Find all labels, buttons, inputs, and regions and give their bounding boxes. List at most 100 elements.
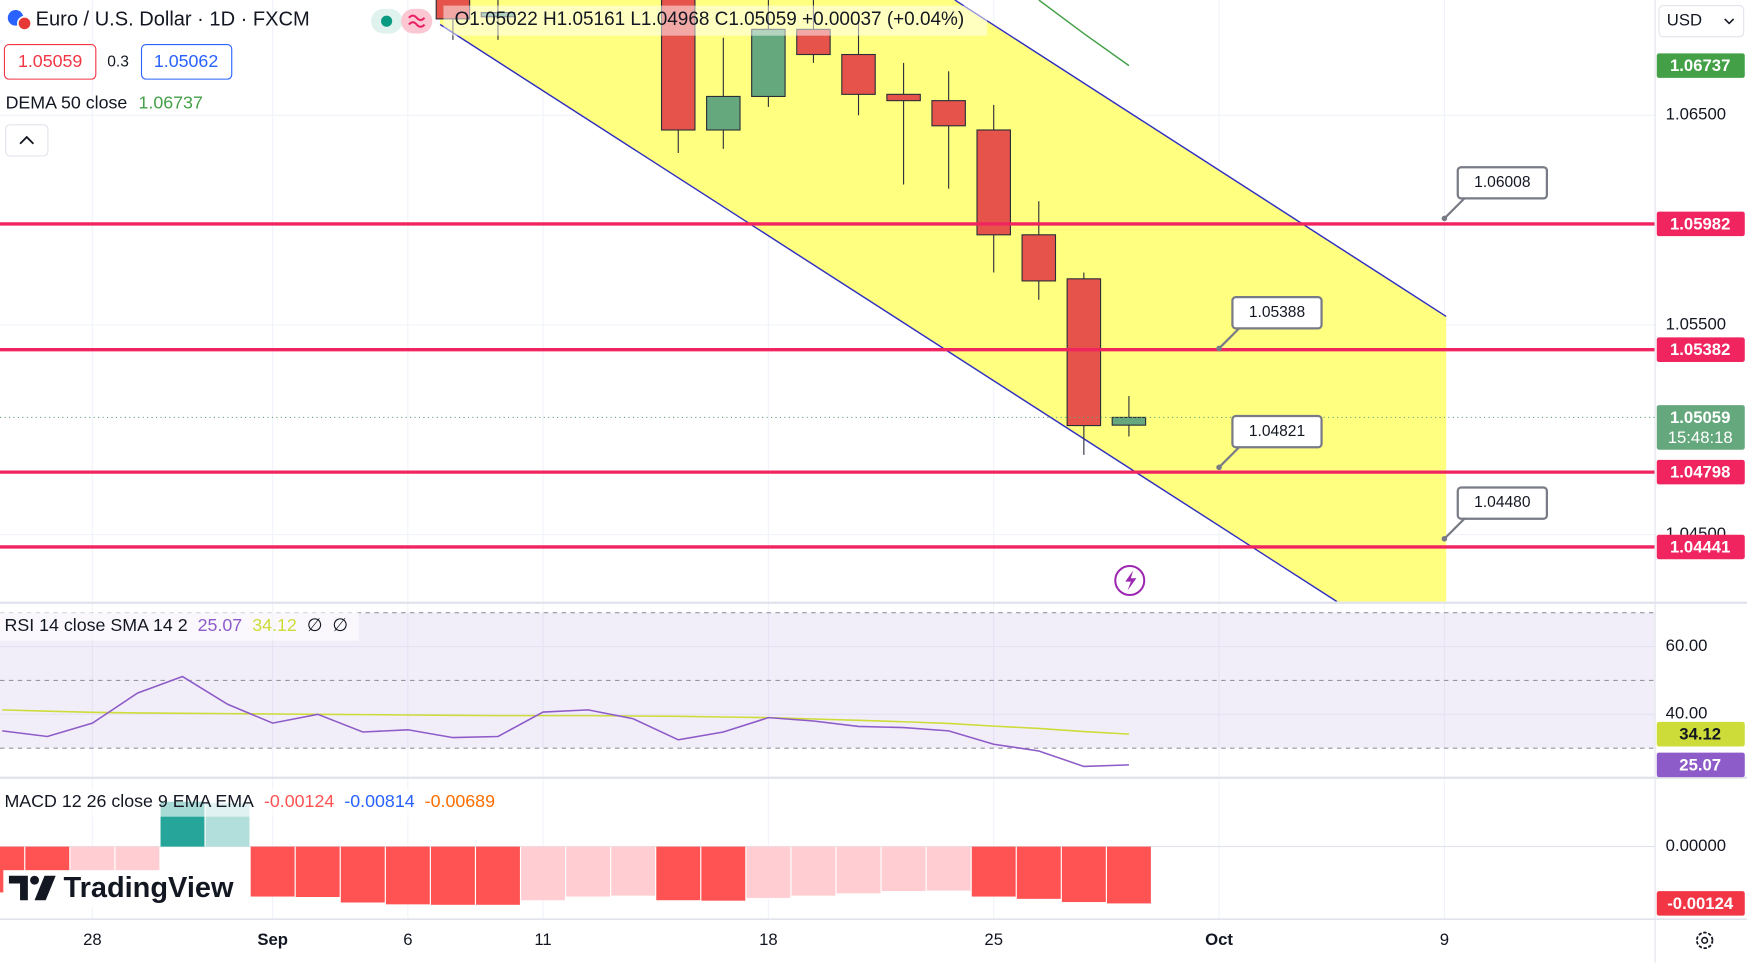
logo-mark: [8, 875, 56, 901]
macd-bar: [1061, 846, 1106, 903]
callout-pointer: [1443, 517, 1466, 540]
channel-upper: [954, 0, 1447, 318]
candle-body: [706, 95, 741, 131]
rsi-flag: ∅: [332, 615, 348, 635]
rsi-sma-tag: 34.12: [1679, 725, 1721, 744]
flag-us: [16, 15, 33, 31]
bid-price: 1.05059: [18, 51, 82, 71]
currency: USD: [1667, 11, 1702, 30]
callout-pointer: [1218, 327, 1240, 350]
macd-value: -0.00814: [344, 791, 414, 811]
y-tick-label: 0.00000: [1666, 836, 1726, 855]
x-tick-label: 18: [759, 930, 778, 949]
currency-chevron: [1724, 18, 1735, 25]
settings-icon-core: [1701, 936, 1709, 944]
last-price-tag-bg: [1656, 405, 1745, 450]
ohlc-legend: O1.05022 H1.05161 L1.04968 C1.05059 +0.0…: [455, 9, 965, 30]
candle-body: [1111, 416, 1147, 426]
drawings: [439, 0, 1447, 602]
x-tick-label: 6: [403, 930, 412, 949]
last-price-tag: 1.05059: [1670, 408, 1730, 427]
macd-title: MACD 12 26 close 9 EMA EMA: [4, 791, 254, 811]
rsi-sma-tag-bg: [1656, 721, 1745, 747]
candle-body: [1066, 278, 1102, 427]
hline-tag-bg: [1656, 459, 1745, 485]
rsi-sma-line: [2, 709, 1130, 735]
channel-lower: [439, 23, 1338, 602]
callout-pointer: [1443, 197, 1466, 220]
candle-body: [841, 53, 876, 95]
settings-icon[interactable]: [1695, 931, 1714, 950]
candle-body: [751, 28, 786, 98]
x-tick-label: 28: [83, 930, 102, 949]
channel-fill: [440, 0, 1447, 602]
callout-box: [1456, 166, 1549, 200]
rsi-title: RSI 14 close SMA 14 2: [4, 615, 187, 635]
dema-tag-bg: [1656, 53, 1745, 78]
macd-bar: [881, 846, 926, 892]
currency-button[interactable]: [1658, 5, 1745, 38]
macd-bar: [250, 846, 295, 897]
callout-label: 1.04480: [1474, 494, 1531, 511]
macd-bar: [746, 846, 791, 898]
logo-dot: [30, 875, 39, 885]
macd-legend-bg: [0, 787, 524, 817]
rsi-line: [2, 675, 1130, 768]
macd-signal-value: -0.00689: [425, 791, 495, 811]
macd-tag: -0.00124: [1667, 894, 1734, 913]
candle-body: [976, 129, 1011, 236]
rsi-value: 25.07: [198, 615, 243, 635]
callout-pointer: [1218, 446, 1240, 469]
sell-button[interactable]: [3, 44, 97, 80]
x-tick-label: 11: [534, 930, 551, 949]
market-open-dot: [381, 15, 393, 27]
callout-anchor: [1441, 535, 1448, 542]
callout-label: 1.05388: [1249, 304, 1305, 321]
dema-value: 1.06737: [138, 92, 202, 112]
rsi-tag: 25.07: [1679, 755, 1721, 774]
hline-tag: 1.05982: [1670, 214, 1730, 233]
macd-bar: [115, 846, 160, 875]
callout-anchor: [1216, 345, 1222, 352]
x-tick-label: Sep: [257, 930, 288, 949]
rsi-legend-bg: [0, 611, 359, 641]
macd-legend: MACD 12 26 close 9 EMA EMA -0.00124 -0.008…: [4, 791, 495, 811]
macd-bar: [476, 846, 520, 905]
callout-box: [1456, 486, 1549, 520]
candle-body: [1021, 234, 1057, 282]
dema-line: [1038, 0, 1130, 67]
callout-anchor: [1216, 464, 1222, 471]
y-tick-label: 40.00: [1666, 704, 1708, 723]
dema-tag: 1.06737: [1670, 56, 1730, 75]
macd-bar: [701, 846, 746, 901]
data-badge[interactable]: [401, 8, 433, 34]
y-tick-label: 1.06500: [1666, 105, 1726, 124]
event-bolt: [1125, 570, 1137, 591]
hline-tag-bg: [1656, 211, 1745, 237]
macd-bar: [656, 846, 701, 901]
x-tick-label: 25: [984, 930, 1003, 949]
callout-anchor: [1441, 215, 1448, 222]
rsi-flag: ∅: [307, 615, 323, 635]
hline-tag: 1.04441: [1670, 537, 1730, 556]
collapse-button[interactable]: [5, 124, 49, 157]
macd-bar: [926, 846, 971, 891]
ask-price: 1.05062: [154, 51, 218, 71]
macd-bar: [430, 846, 475, 905]
hline-tag: 1.05382: [1670, 340, 1730, 359]
overlay: Euro / U.S. Dollar · 1D · FXCM O1.05022 …: [0, 5, 1146, 817]
callout-label: 1.04821: [1249, 423, 1305, 440]
countdown: 15:48:18: [1668, 428, 1733, 447]
candle-body: [886, 93, 921, 102]
callout-label: 1.06008: [1474, 174, 1530, 191]
hline-tag-bg: [1656, 337, 1745, 362]
buy-button[interactable]: [140, 44, 233, 80]
hline-tag: 1.04798: [1670, 463, 1730, 482]
macd-bar: [611, 846, 656, 896]
dema-label: DEMA 50 close: [6, 92, 128, 112]
macd-hist-value: -0.00124: [264, 791, 334, 811]
macd-bar: [1106, 846, 1151, 904]
